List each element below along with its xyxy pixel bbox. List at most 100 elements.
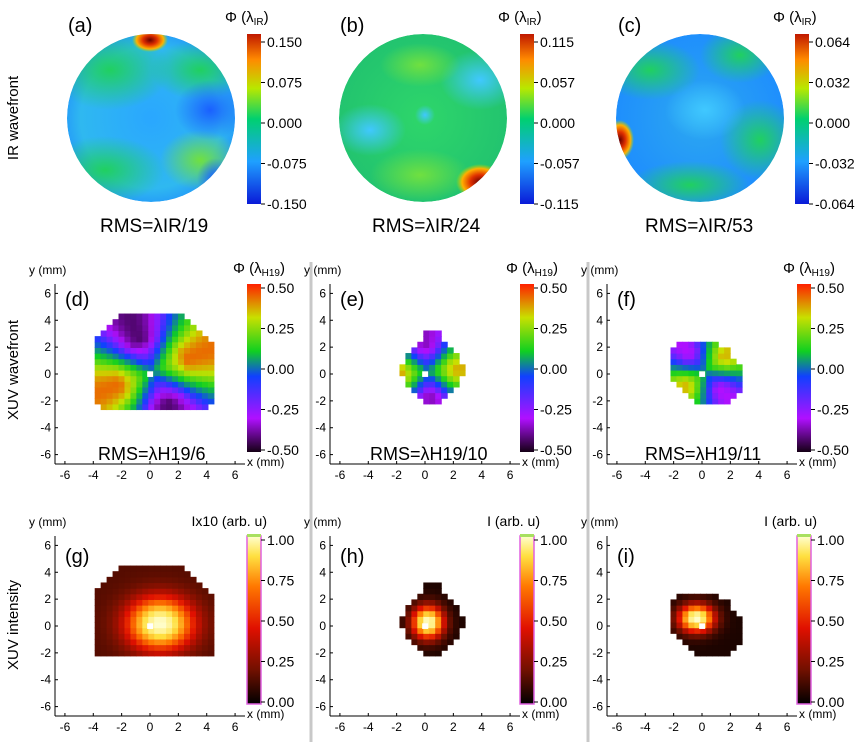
heatmap-cell (435, 381, 442, 388)
heatmap-cell (718, 358, 725, 365)
heatmap-cell (178, 364, 185, 371)
heatmap-cell (724, 650, 731, 657)
heatmap-cell (189, 392, 197, 399)
heatmap-cell (136, 403, 143, 411)
heatmap-cell (94, 336, 102, 343)
heatmap-cell (447, 627, 454, 634)
heatmap-cell (130, 369, 137, 377)
x-axis-label: x (mm) (799, 707, 836, 721)
heatmap-cell (670, 616, 678, 623)
heatmap-cell (94, 593, 102, 600)
heatmap-cell (136, 616, 143, 623)
heatmap-cell (688, 638, 695, 646)
heatmap-cell (94, 638, 102, 646)
heatmap-cell (417, 633, 424, 640)
heatmap-cell (112, 392, 120, 399)
heatmap-cell (201, 633, 209, 640)
heatmap-cell (124, 644, 132, 651)
heatmap-cell (100, 375, 108, 382)
heatmap-cell (124, 593, 132, 600)
heatmap-cell (130, 364, 137, 371)
heatmap-cell (166, 605, 173, 612)
heatmap-cell (112, 353, 120, 360)
heatmap-cell (154, 633, 161, 640)
heatmap-cell (195, 353, 203, 360)
heatmap-cell (166, 375, 173, 382)
heatmap-cell (130, 599, 137, 606)
heatmap-cell (189, 324, 197, 332)
heatmap-cell (700, 358, 707, 365)
heatmap-cell (178, 403, 185, 411)
y-tick-label: -4 (315, 673, 326, 687)
heatmap-cell (195, 381, 203, 388)
heatmap-cell (136, 358, 143, 365)
heatmap-cell (700, 633, 707, 640)
x-tick-label: 4 (478, 468, 485, 482)
heatmap-cell (100, 381, 108, 388)
heatmap-cell (112, 650, 120, 657)
colorbar-tick-label: 0.00 (817, 361, 844, 377)
heatmap-cell (106, 644, 114, 651)
heatmap-cell (459, 364, 466, 371)
heatmap-cell (118, 386, 126, 394)
heatmap-cell (694, 347, 701, 354)
heatmap-cell (184, 627, 191, 634)
heatmap-cell (172, 621, 179, 629)
x-tick-label: -4 (88, 468, 99, 482)
heatmap-cell (189, 610, 197, 617)
heatmap-cell (136, 565, 143, 572)
heatmap-cell (94, 599, 102, 606)
heatmap-cell (189, 633, 197, 640)
heatmap-center-pixel (147, 623, 154, 629)
heatmap-cell (700, 375, 707, 382)
heatmap-cell (670, 627, 678, 634)
heatmap-cell (166, 364, 173, 371)
heatmap-cell (148, 610, 155, 617)
heatmap-cell (136, 627, 143, 634)
heatmap-cell (130, 582, 137, 589)
heatmap-cell (124, 621, 132, 629)
heatmap-cell (195, 341, 203, 348)
heatmap-cell (429, 347, 436, 354)
heatmap-cell (435, 392, 442, 399)
heatmap-cell (130, 341, 137, 348)
heatmap-cell (411, 353, 418, 360)
heatmap-cell (712, 364, 719, 371)
heatmap-cell (178, 341, 185, 348)
heatmap-cell (688, 599, 695, 606)
heatmap-cell (441, 381, 448, 388)
heatmap-cell (106, 358, 114, 365)
heatmap-cell (118, 336, 126, 343)
heatmap-g (94, 565, 215, 657)
heatmap-cell (118, 347, 126, 354)
heatmap-cell (441, 369, 448, 377)
heatmap-cell (694, 341, 701, 348)
heatmap-cell (688, 605, 695, 612)
heatmap-cell (178, 330, 185, 337)
x-tick-label: -6 (612, 468, 623, 482)
heatmap-cell (142, 353, 149, 360)
heatmap-cell (207, 398, 215, 405)
heatmap-cell (453, 627, 460, 634)
heatmap-cell (154, 582, 161, 589)
colorbar-i (796, 535, 812, 705)
heatmap-cell (166, 610, 173, 617)
heatmap-cell (207, 381, 215, 388)
heatmap-cell (184, 364, 191, 371)
heatmap-cell (154, 638, 161, 646)
heatmap-cell (676, 599, 684, 606)
heatmap-cell (112, 369, 120, 377)
colorbar-tick-label: 0.25 (540, 321, 567, 337)
heatmap-cell (154, 392, 161, 399)
heatmap-cell (201, 336, 209, 343)
heatmap-cell (172, 638, 179, 646)
heatmap-cell (724, 392, 731, 399)
heatmap-cell (189, 364, 197, 371)
heatmap-cell (700, 627, 707, 634)
heatmap-cell (160, 582, 167, 589)
colorbar-b (520, 34, 534, 204)
heatmap-cell (688, 644, 695, 651)
heatmap-cell (178, 571, 185, 578)
heatmap-cell (136, 644, 143, 651)
